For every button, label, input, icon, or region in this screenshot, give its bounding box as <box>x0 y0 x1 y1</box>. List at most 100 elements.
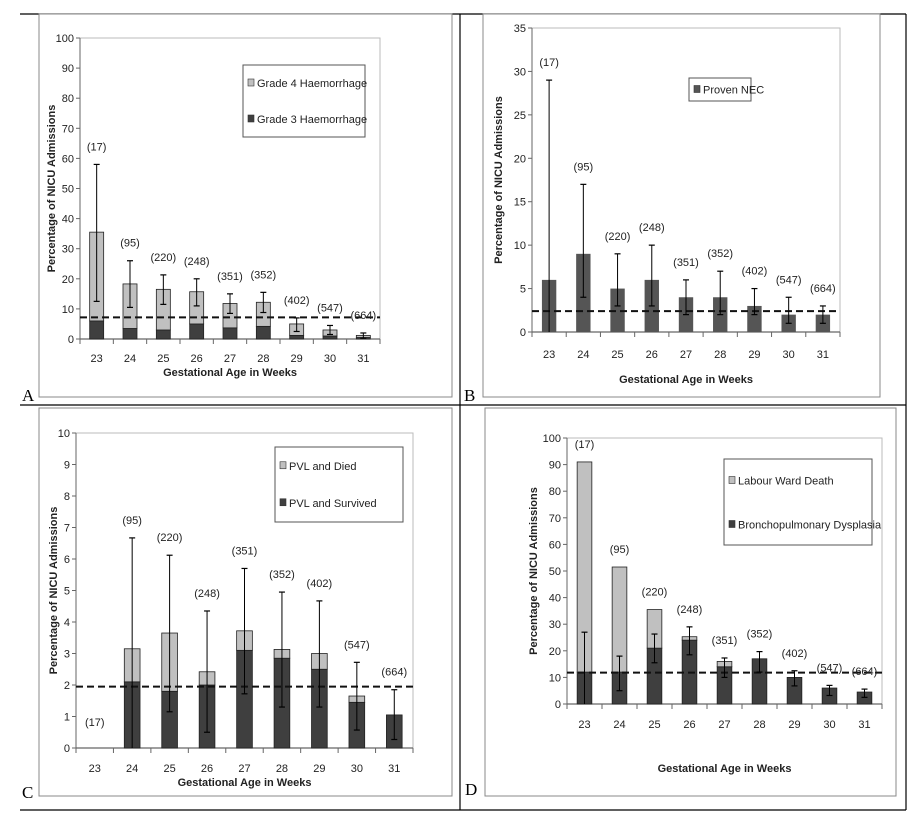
bar-proven-nec <box>610 288 625 332</box>
error-bar <box>193 278 200 307</box>
sample-size-label: (352) <box>707 248 733 260</box>
legend-box <box>242 64 366 138</box>
y-tick-label: 100 <box>56 33 74 45</box>
x-tick-label: 23 <box>89 763 101 775</box>
x-axis-title: Gestational Age in Weeks <box>658 763 792 775</box>
sample-size-label: (352) <box>250 269 276 281</box>
sample-size-label: (402) <box>782 648 808 660</box>
y-tick-label: 10 <box>514 240 526 252</box>
chart-frame <box>482 13 881 398</box>
x-tick-label: 27 <box>238 763 250 775</box>
error-bar <box>751 287 758 316</box>
y-tick-label: 10 <box>549 672 561 684</box>
x-tick-label: 24 <box>124 353 136 365</box>
bar-grade-3-haemorrhage <box>289 334 305 340</box>
y-tick-label: 60 <box>549 539 561 551</box>
y-tick-label: 0 <box>520 327 526 339</box>
error-bar <box>614 253 621 307</box>
legend-swatch <box>693 85 701 93</box>
legend-box <box>688 77 752 102</box>
error-bar <box>861 688 868 698</box>
x-tick-label: 31 <box>357 353 369 365</box>
y-tick-label: 0 <box>555 699 561 711</box>
y-tick-label: 30 <box>549 619 561 631</box>
panel-letter: B <box>464 386 475 405</box>
y-tick-label: 20 <box>514 153 526 165</box>
sample-size-label: (664) <box>810 283 836 295</box>
sample-size-label: (17) <box>539 57 559 69</box>
sample-size-label: (547) <box>776 274 802 286</box>
sample-size-label: (352) <box>747 629 773 641</box>
error-bar <box>166 554 173 713</box>
x-tick-label: 31 <box>858 719 870 731</box>
legend-label: Grade 3 Haemorrhage <box>257 114 367 126</box>
y-axis-title: Percentage of NICU Admissions <box>46 105 58 273</box>
y-tick-label: 10 <box>58 428 70 440</box>
error-bar <box>241 567 248 695</box>
x-axis-title: Gestational Age in Weeks <box>619 374 753 386</box>
chart-panel-a: 0 10 20 30 40 50 60 70 80 90 100 23 24 25 26 27 28 29 30 31… <box>22 13 453 405</box>
y-tick-label: 20 <box>62 274 74 286</box>
x-tick-label: 25 <box>648 719 660 731</box>
legend-swatch <box>279 461 287 470</box>
error-bar <box>651 633 658 664</box>
x-tick-label: 30 <box>324 353 336 365</box>
error-bar <box>616 655 623 692</box>
legend-label: PVL and Died <box>289 461 356 473</box>
bar-proven-nec <box>747 305 762 332</box>
legend-box <box>723 458 873 546</box>
y-tick-label: 50 <box>62 184 74 196</box>
error-bar <box>127 260 133 308</box>
y-tick-label: 30 <box>62 244 74 256</box>
x-tick-label: 30 <box>823 719 835 731</box>
sample-size-label: (664) <box>381 667 407 679</box>
error-bar <box>791 670 798 687</box>
legend: Proven NEC <box>688 77 764 102</box>
error-bar <box>648 244 655 307</box>
error-bar <box>717 270 724 316</box>
sample-size-label: (220) <box>157 532 183 544</box>
x-tick-label: 28 <box>753 719 765 731</box>
legend-swatch <box>279 498 287 507</box>
y-tick-label: 40 <box>549 593 561 605</box>
x-tick-label: 29 <box>788 719 800 731</box>
x-tick-label: 27 <box>718 719 730 731</box>
x-tick-label: 23 <box>543 349 555 361</box>
bar-grade-3-haemorrhage <box>222 327 238 340</box>
y-tick-label: 35 <box>514 23 526 35</box>
legend-swatch <box>247 78 255 87</box>
legend: Grade 4 Haemorrhage Grade 3 Haemorrhage <box>242 64 367 138</box>
y-tick-label: 8 <box>64 491 70 503</box>
x-tick-label: 25 <box>611 349 623 361</box>
x-tick-label: 28 <box>257 353 269 365</box>
sample-size-label: (95) <box>122 515 142 527</box>
sample-size-label: (220) <box>150 252 176 264</box>
x-tick-label: 27 <box>224 353 236 365</box>
x-tick-label: 23 <box>578 719 590 731</box>
sample-size-label: (402) <box>307 578 333 590</box>
sample-size-label: (547) <box>317 302 343 314</box>
y-tick-label: 1 <box>64 712 70 724</box>
y-axis-title: Percentage of NICU Admissions <box>493 96 505 264</box>
sample-size-label: (220) <box>605 231 631 243</box>
error-bar <box>260 291 267 314</box>
x-tick-label: 26 <box>201 763 213 775</box>
sample-size-label: (248) <box>639 222 665 234</box>
error-bar <box>353 661 360 731</box>
error-bar <box>327 324 333 336</box>
x-tick-label: 24 <box>577 349 589 361</box>
x-tick-label: 24 <box>126 763 138 775</box>
x-tick-label: 27 <box>680 349 692 361</box>
legend-label: Proven NEC <box>703 85 764 97</box>
sample-size-label: (17) <box>85 717 105 729</box>
sample-size-label: (402) <box>284 295 310 307</box>
y-tick-label: 9 <box>64 460 70 472</box>
sample-size-label: (17) <box>87 141 107 153</box>
y-tick-label: 70 <box>62 123 74 135</box>
bar-grade-3-haemorrhage <box>89 320 105 340</box>
sample-size-label: (352) <box>269 569 295 581</box>
error-bar <box>785 296 792 324</box>
sample-size-label: (664) <box>852 666 878 678</box>
error-bar <box>683 279 689 316</box>
